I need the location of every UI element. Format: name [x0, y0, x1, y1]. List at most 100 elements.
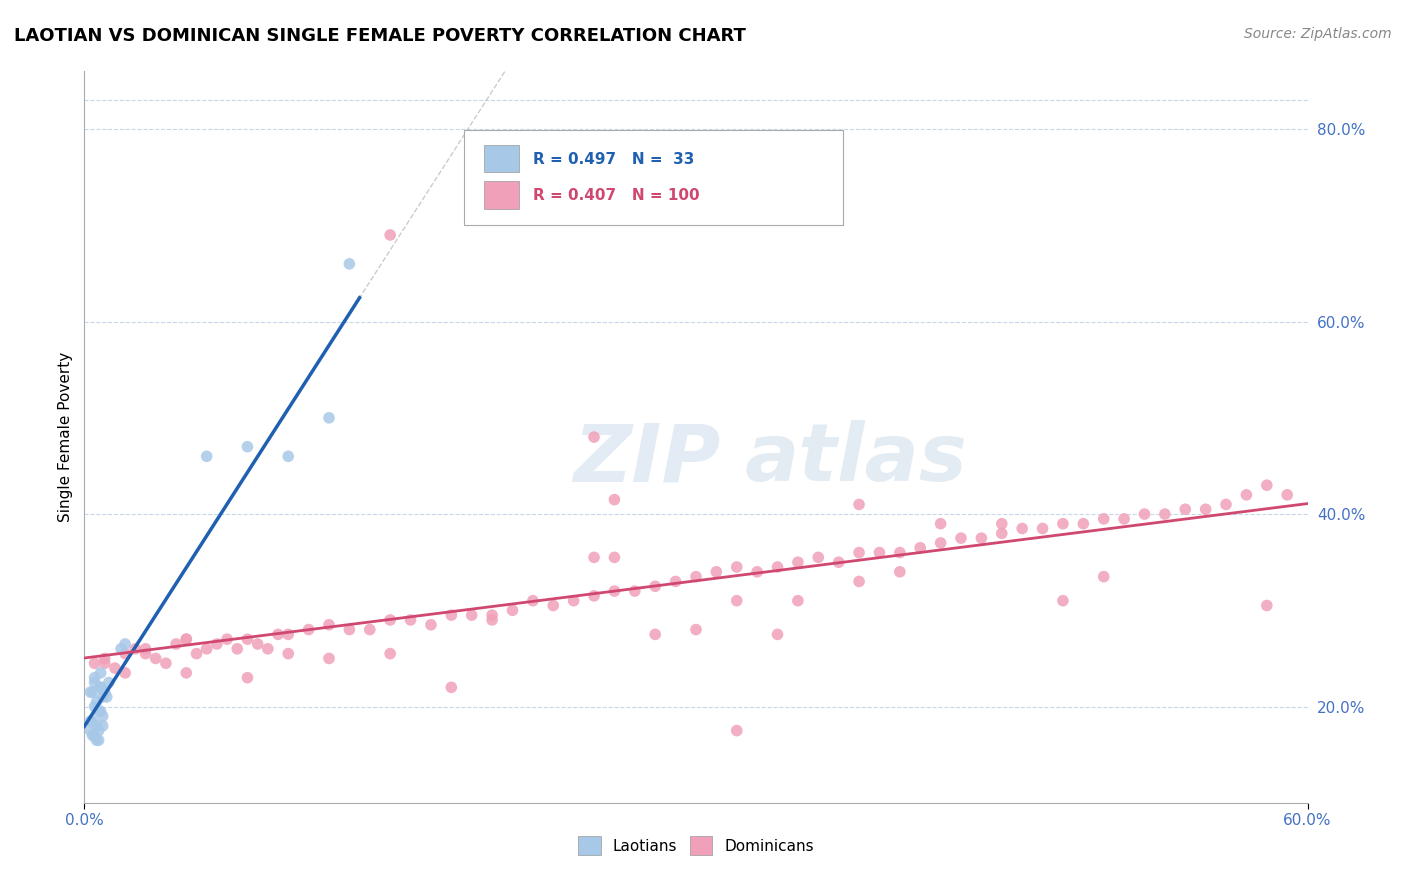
- Point: [318, 651, 340, 665]
- Point: [267, 627, 290, 641]
- Point: [79, 714, 101, 728]
- Point: [603, 492, 626, 507]
- Point: [339, 257, 361, 271]
- Point: [970, 531, 993, 545]
- Point: [195, 641, 218, 656]
- Point: [725, 723, 748, 738]
- Point: [603, 584, 626, 599]
- Text: R = 0.497   N =  33: R = 0.497 N = 33: [533, 152, 695, 167]
- Point: [1073, 516, 1095, 531]
- Legend: Laotians, Dominicans: Laotians, Dominicans: [572, 830, 820, 861]
- Point: [725, 560, 748, 574]
- Point: [91, 690, 114, 704]
- Point: [87, 705, 110, 719]
- Point: [79, 723, 101, 738]
- Point: [502, 603, 524, 617]
- Point: [747, 565, 769, 579]
- Point: [725, 593, 748, 607]
- Point: [83, 675, 105, 690]
- Point: [1092, 512, 1115, 526]
- Point: [96, 690, 118, 704]
- Point: [644, 579, 666, 593]
- Point: [155, 657, 177, 671]
- Text: atlas: atlas: [745, 420, 967, 498]
- Point: [86, 719, 108, 733]
- Point: [135, 641, 157, 656]
- Point: [1195, 502, 1218, 516]
- Y-axis label: Single Female Poverty: Single Female Poverty: [58, 352, 73, 522]
- Point: [1277, 488, 1299, 502]
- Point: [87, 733, 110, 747]
- Point: [522, 593, 544, 607]
- Point: [766, 627, 789, 641]
- Point: [1256, 478, 1278, 492]
- Point: [461, 608, 484, 623]
- Point: [787, 555, 810, 569]
- Point: [257, 641, 280, 656]
- Point: [950, 531, 973, 545]
- Point: [991, 526, 1014, 541]
- Point: [1154, 507, 1177, 521]
- Point: [1114, 512, 1136, 526]
- Point: [929, 536, 952, 550]
- Point: [318, 617, 340, 632]
- Point: [90, 665, 112, 680]
- Point: [359, 623, 381, 637]
- Point: [174, 632, 197, 647]
- Point: [97, 675, 120, 690]
- Point: [205, 637, 228, 651]
- Point: [86, 695, 108, 709]
- Point: [685, 569, 707, 583]
- Point: [1174, 502, 1197, 516]
- Point: [766, 560, 789, 574]
- Point: [90, 681, 112, 695]
- Point: [277, 647, 299, 661]
- Text: LAOTIAN VS DOMINICAN SINGLE FEMALE POVERTY CORRELATION CHART: LAOTIAN VS DOMINICAN SINGLE FEMALE POVER…: [14, 27, 747, 45]
- Point: [848, 574, 870, 589]
- Point: [114, 665, 136, 680]
- Point: [665, 574, 688, 589]
- Point: [246, 637, 269, 651]
- Point: [1215, 498, 1237, 512]
- Point: [135, 647, 157, 661]
- Point: [114, 637, 136, 651]
- Point: [226, 641, 249, 656]
- Point: [195, 450, 218, 464]
- Point: [583, 550, 606, 565]
- Point: [440, 681, 463, 695]
- FancyBboxPatch shape: [484, 181, 519, 209]
- Point: [82, 685, 104, 699]
- Point: [481, 608, 503, 623]
- Point: [624, 584, 647, 599]
- Point: [399, 613, 422, 627]
- Point: [929, 516, 952, 531]
- Point: [807, 550, 830, 565]
- Point: [110, 641, 132, 656]
- Point: [124, 641, 146, 656]
- Point: [83, 671, 105, 685]
- Point: [1256, 599, 1278, 613]
- Point: [277, 450, 299, 464]
- Point: [562, 593, 585, 607]
- Point: [236, 671, 259, 685]
- Point: [380, 613, 402, 627]
- Point: [83, 657, 105, 671]
- Point: [79, 685, 101, 699]
- FancyBboxPatch shape: [484, 145, 519, 172]
- Point: [86, 733, 108, 747]
- Point: [1236, 488, 1258, 502]
- Text: R = 0.407   N = 100: R = 0.407 N = 100: [533, 188, 700, 203]
- Point: [543, 599, 565, 613]
- Point: [186, 647, 208, 661]
- Point: [174, 632, 197, 647]
- Point: [277, 627, 299, 641]
- Point: [82, 714, 104, 728]
- Point: [910, 541, 932, 555]
- Point: [87, 723, 110, 738]
- Point: [603, 550, 626, 565]
- Point: [991, 516, 1014, 531]
- Point: [583, 430, 606, 444]
- Point: [236, 440, 259, 454]
- Point: [1052, 593, 1074, 607]
- Point: [1052, 516, 1074, 531]
